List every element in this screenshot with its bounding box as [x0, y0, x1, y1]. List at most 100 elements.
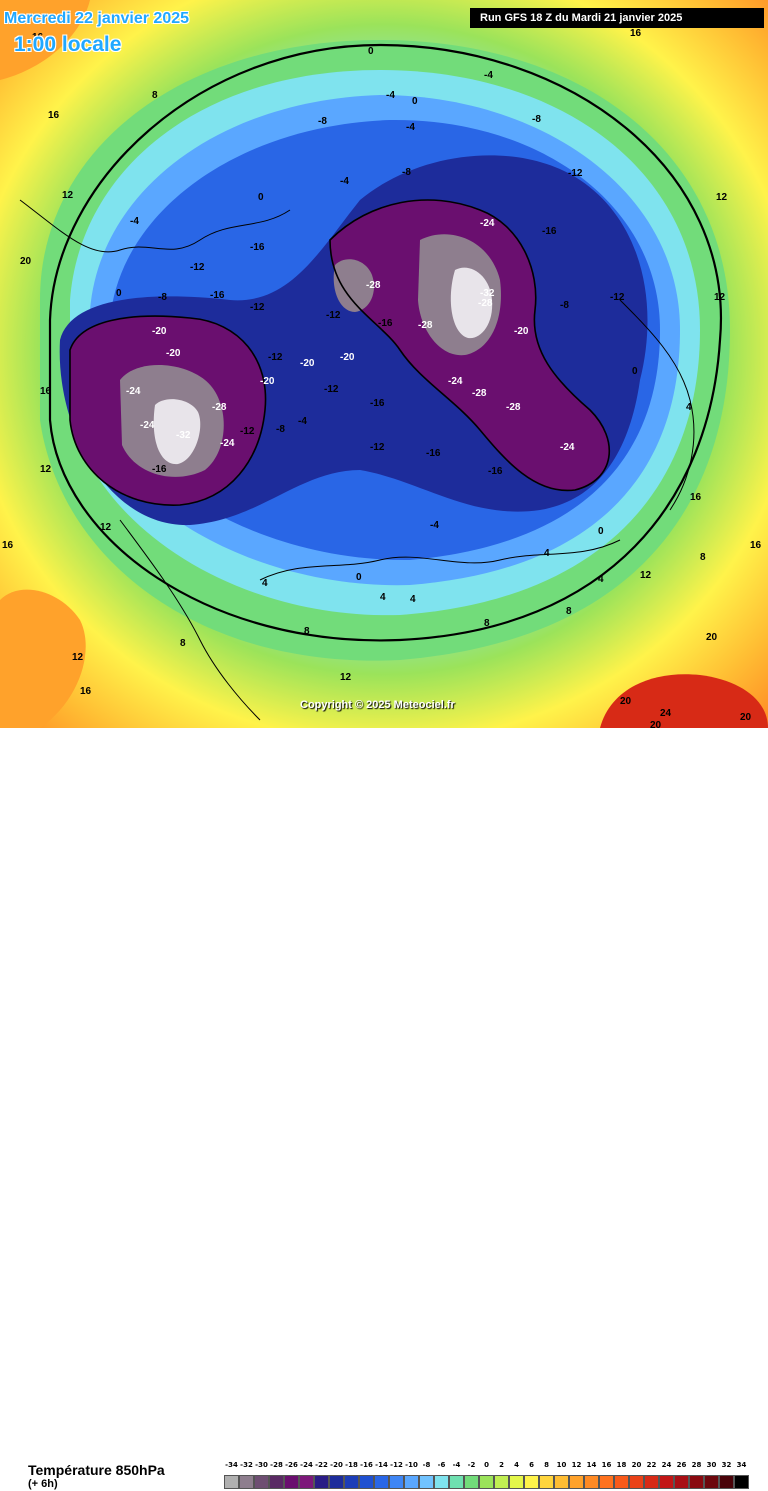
isotherm-value-label: 16 [48, 110, 60, 121]
scale-cell [584, 1475, 599, 1489]
scale-cell [314, 1475, 329, 1489]
isotherm-value-label: 16 [630, 28, 642, 39]
scale-tick-label: -26 [285, 1461, 298, 1469]
isotherm-value-label: -12 [240, 426, 255, 437]
isotherm-value-label: 12 [62, 190, 74, 201]
isotherm-value-label: 12 [714, 292, 726, 303]
isotherm-value-label: 8 [180, 638, 186, 649]
isotherm-value-label: -20 [340, 352, 355, 363]
scale-tick-label: -24 [300, 1461, 313, 1469]
isotherm-value-label: -16 [210, 290, 225, 301]
coastline-3 [619, 299, 695, 511]
isotherm-value-label: 4 [380, 592, 386, 603]
isotherm-value-label: 12 [100, 522, 112, 533]
scale-tick-label: 24 [661, 1461, 672, 1469]
scale-tick-label: -6 [437, 1461, 446, 1469]
scale-tick-label: -4 [452, 1461, 461, 1469]
scale-tick-label: -18 [345, 1461, 358, 1469]
temperature-map: -32-32-28-28-28-28-28-28-24-24-24-24-24-… [0, 0, 768, 728]
scale-tick-label: 8 [544, 1461, 549, 1469]
scale-tick-label: -14 [375, 1461, 388, 1469]
isotherm-value-label: 4 [262, 578, 268, 589]
isotherm-value-label: -4 [406, 122, 415, 133]
minus-twenty-isotherm [69, 315, 267, 506]
isotherm-value-label: 16 [690, 492, 702, 503]
scale-cell [284, 1475, 299, 1489]
isotherm-value-label: 16 [2, 540, 14, 551]
forecast-local-time: 1:00 locale [14, 33, 122, 56]
scale-cell [359, 1475, 374, 1489]
scale-cell [734, 1475, 749, 1489]
zero-isotherm [48, 43, 723, 642]
isotherm-value-label: -4 [430, 520, 439, 531]
scale-tick-label: 18 [616, 1461, 627, 1469]
isotherm-value-label: 12 [716, 192, 728, 203]
scale-tick-label: 32 [721, 1461, 732, 1469]
isotherm-value-label: 0 [412, 96, 418, 107]
isotherm-value-label: 12 [340, 672, 352, 683]
scale-cell [434, 1475, 449, 1489]
isotherm-value-label: 4 [686, 402, 692, 413]
isotherm-labels: -32-32-28-28-28-28-28-28-24-24-24-24-24-… [2, 28, 762, 728]
scale-cell [344, 1475, 359, 1489]
isotherm-value-label: 0 [368, 46, 374, 57]
scale-cell [464, 1475, 479, 1489]
isotherm-value-label: -12 [326, 310, 341, 321]
isotherm-value-label: -20 [260, 376, 275, 387]
isotherm-value-label: -24 [480, 218, 495, 229]
scale-tick-label: 0 [484, 1461, 489, 1469]
isotherm-value-label: 0 [632, 366, 638, 377]
scale-cell [494, 1475, 509, 1489]
isotherm-value-label: -16 [378, 318, 393, 329]
isotherm-value-label: -28 [478, 298, 493, 309]
isotherm-value-label: -24 [448, 376, 463, 387]
isotherm-value-label: -12 [324, 384, 339, 395]
scale-tick-label: -8 [422, 1461, 431, 1469]
warm-zone-north-west [0, 0, 90, 80]
scale-tick-label: 30 [706, 1461, 717, 1469]
isotherm-value-label: -12 [250, 302, 265, 313]
scale-tick-label: 20 [631, 1461, 642, 1469]
isotherm-value-label: -16 [250, 242, 265, 253]
isotherm-value-label: -12 [268, 352, 283, 363]
isotherm-value-label: 16 [750, 540, 762, 551]
variable-title: Température 850hPa [28, 1462, 165, 1478]
model-run-label: Run GFS 18 Z du Mardi 21 janvier 2025 [470, 8, 764, 28]
scale-tick-label: -28 [270, 1461, 283, 1469]
scale-tick-label: 14 [586, 1461, 597, 1469]
isotherm-value-label: 20 [740, 712, 752, 723]
scale-cell [644, 1475, 659, 1489]
scale-tick-label: -2 [467, 1461, 476, 1469]
isotherm-value-label: 8 [700, 552, 706, 563]
isotherm-value-label: -16 [370, 398, 385, 409]
scale-cell [299, 1475, 314, 1489]
coastline-4 [119, 519, 261, 721]
isotherm-value-label: -24 [220, 438, 235, 449]
coastline-2 [259, 539, 621, 581]
scale-tick-label: 26 [676, 1461, 687, 1469]
minus-twenty-isotherm-2 [329, 199, 611, 492]
isotherm-value-label: -8 [318, 116, 327, 127]
warm-zone-south-west [0, 589, 86, 728]
isotherm-value-label: -8 [560, 300, 569, 311]
scale-tick-label: 12 [571, 1461, 582, 1469]
scale-cell [239, 1475, 254, 1489]
scale-cell [659, 1475, 674, 1489]
isotherm-value-label: 4 [410, 594, 416, 605]
scale-cell [629, 1475, 644, 1489]
isotherm-value-label: -4 [340, 176, 349, 187]
scale-tick-label: 6 [529, 1461, 534, 1469]
scale-tick-label: -10 [405, 1461, 418, 1469]
isotherm-value-label: 12 [40, 464, 52, 475]
scale-cell [614, 1475, 629, 1489]
isotherm-value-label: -28 [472, 388, 487, 399]
isotherm-value-label: -24 [126, 386, 141, 397]
isotherm-value-label: -8 [276, 424, 285, 435]
isotherm-value-label: -20 [166, 348, 181, 359]
isotherm-value-label: 16 [80, 686, 92, 697]
isotherm-value-label: 20 [650, 720, 662, 728]
isotherm-value-label: 0 [116, 288, 122, 299]
scale-tick-label: 16 [601, 1461, 612, 1469]
scale-cell [374, 1475, 389, 1489]
